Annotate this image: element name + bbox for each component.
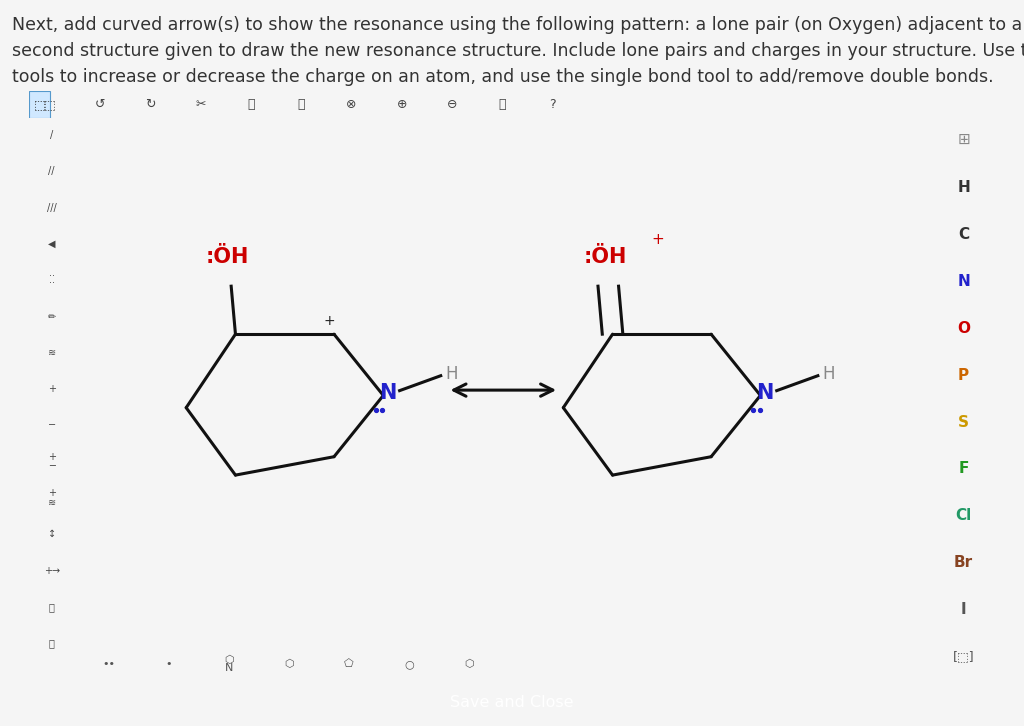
Text: P: P [958,367,969,383]
Text: //: // [48,166,55,176]
Text: ⊖: ⊖ [446,98,458,111]
Text: ••: •• [102,659,116,669]
Text: :ÖH: :ÖH [584,247,628,267]
Text: ↕: ↕ [48,529,55,539]
Text: N: N [756,383,773,403]
Text: Next, add curved arrow(s) to show the resonance using the following pattern: a l: Next, add curved arrow(s) to show the re… [12,16,1024,34]
Text: ⬚: ⬚ [44,98,56,111]
Text: Cl: Cl [955,508,972,523]
Text: H: H [957,180,970,195]
Text: +→: +→ [44,566,59,576]
Text: ⤵: ⤵ [49,638,54,648]
Text: +
─: + ─ [48,452,55,471]
Bar [29,91,50,118]
Text: S: S [958,415,969,430]
Text: ✏: ✏ [48,311,55,322]
Text: ◀: ◀ [48,239,55,249]
Text: ≋: ≋ [48,348,55,358]
Text: ⬡: ⬡ [464,659,474,669]
Text: second structure given to draw the new resonance structure. Include lone pairs a: second structure given to draw the new r… [12,42,1024,60]
Text: ⬠: ⬠ [344,659,354,669]
Text: I: I [961,602,967,617]
Text: ✂: ✂ [196,98,206,111]
Text: ?: ? [549,98,556,111]
Text: ⊕: ⊕ [396,98,408,111]
Text: H: H [445,365,458,383]
Text: ⁚⁚: ⁚⁚ [49,275,54,285]
Text: +: + [324,314,336,328]
Text: ↻: ↻ [145,98,156,111]
Text: ⊗: ⊗ [346,98,356,111]
Text: −: − [48,420,55,431]
Text: tools to increase or decrease the charge on an atom, and use the single bond too: tools to increase or decrease the charge… [12,68,994,86]
Text: Br: Br [954,555,973,570]
Text: ///: /// [47,203,56,213]
Text: C: C [958,227,969,242]
Text: ⬚: ⬚ [34,98,45,111]
Text: •: • [166,659,172,669]
Text: O: O [957,321,970,336]
Text: :ÖH: :ÖH [205,247,249,267]
Text: ⬡
N: ⬡ N [224,655,233,673]
Text: ⬡: ⬡ [284,659,294,669]
Text: 🔍: 🔍 [499,98,506,111]
Text: ⎗: ⎗ [247,98,255,111]
Text: ↺: ↺ [95,98,105,111]
Text: ⤴: ⤴ [49,602,54,612]
Text: H: H [822,365,836,383]
Text: Save and Close: Save and Close [451,696,573,710]
Text: ○: ○ [404,659,414,669]
Text: +: + [48,384,55,394]
Text: /: / [50,130,53,140]
Text: N: N [379,383,396,403]
Text: +: + [651,232,665,247]
Text: ⎘: ⎘ [298,98,305,111]
Text: N: N [957,274,970,289]
Text: ⊞: ⊞ [957,132,970,147]
Text: +
≋: + ≋ [48,489,55,507]
Text: F: F [958,462,969,476]
Text: [⬚]: [⬚] [952,650,975,663]
